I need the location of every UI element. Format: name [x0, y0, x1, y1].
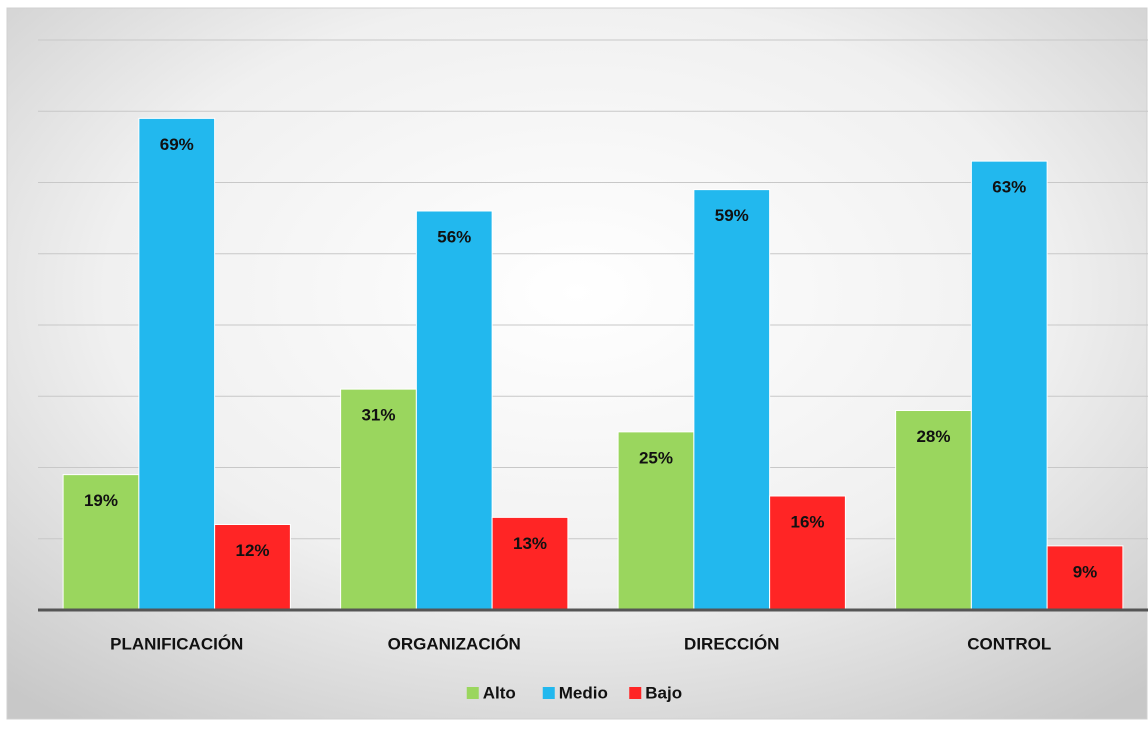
legend-swatch [542, 687, 555, 699]
data-label: 13% [513, 534, 547, 553]
bar [491, 516, 569, 611]
bar [970, 160, 1048, 611]
bar [693, 189, 771, 611]
data-label: 25% [639, 448, 673, 467]
data-label: 9% [1073, 562, 1098, 581]
bar [214, 524, 291, 611]
data-label: 31% [361, 406, 395, 425]
data-label: 59% [715, 206, 749, 225]
legend-label: Medio [559, 683, 608, 702]
legend-swatch [629, 687, 642, 699]
data-label: 28% [916, 427, 950, 446]
x-tick-label: DIRECCIÓN [684, 634, 779, 653]
x-tick-label: PLANIFICACIÓN [110, 634, 243, 653]
data-label: 16% [790, 512, 824, 531]
data-label: 69% [160, 135, 194, 154]
data-label: 12% [235, 541, 269, 560]
data-label: 19% [84, 491, 118, 510]
legend-label: Bajo [645, 683, 682, 702]
bar [415, 210, 493, 611]
bar [895, 410, 972, 611]
bar [1046, 545, 1124, 611]
data-label: 56% [437, 227, 471, 246]
x-tick-label: ORGANIZACIÓN [388, 634, 521, 653]
legend-label: Alto [483, 683, 516, 702]
legend-swatch [466, 687, 479, 699]
data-label: 63% [992, 178, 1026, 197]
bar [138, 117, 216, 611]
x-tick-label: CONTROL [967, 634, 1051, 653]
